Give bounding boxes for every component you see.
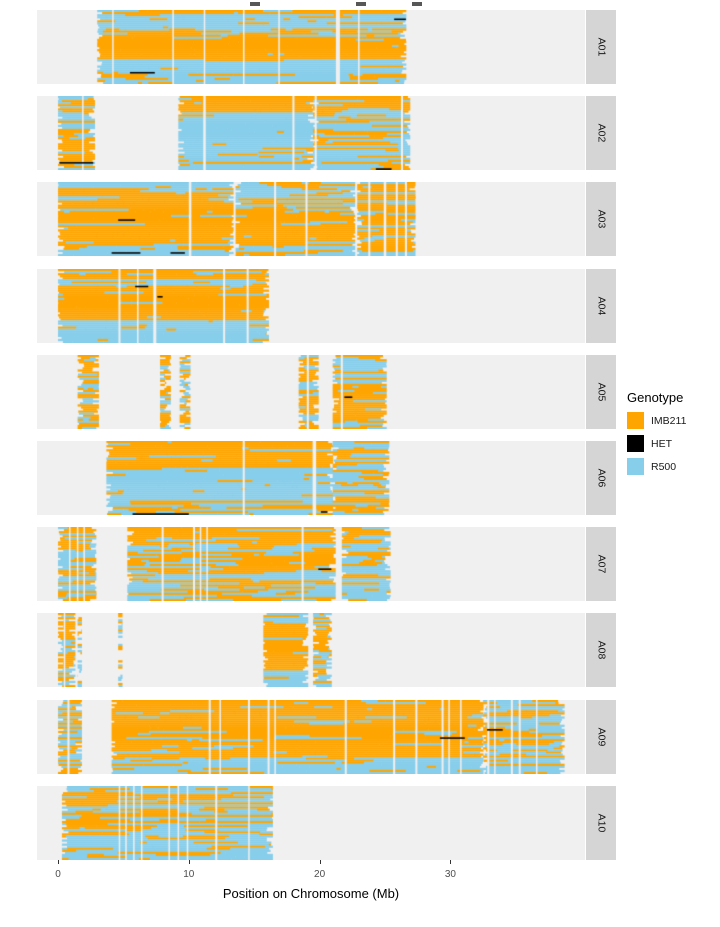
facet-row-a06: A06: [37, 441, 686, 515]
facet-row-a05: A05: [37, 354, 686, 429]
legend-item-label: HET: [651, 437, 672, 450]
facet-strip-label: A09: [595, 727, 607, 746]
facet-strip: A04: [586, 268, 616, 343]
legend-item-label: R500: [651, 460, 677, 473]
facet-row-a04: A04: [37, 268, 686, 343]
legend-item-label: IMB211: [651, 414, 687, 427]
x-axis-tick-label: 10: [183, 869, 195, 880]
facet-strip-label: A02: [595, 123, 607, 143]
genotype-mosaic: [37, 268, 585, 343]
facet-row-a08: A08: [37, 613, 686, 688]
legend: Genotype IMB211 HET R500: [627, 390, 719, 481]
facet-panel: [37, 182, 585, 257]
facet-strip-label: A10: [595, 813, 607, 833]
facet-panel: [37, 96, 585, 171]
legend-swatch-icon: [627, 458, 644, 475]
facet-strip: A09: [586, 699, 616, 774]
facet-panel: [37, 10, 585, 84]
facet-strip-label: A01: [595, 37, 607, 57]
clipped-title-fragment: [412, 2, 422, 6]
genotype-mosaic: [37, 441, 585, 515]
facet-panel: [37, 785, 585, 860]
facet-strip: A07: [586, 527, 616, 602]
genotype-mosaic: [37, 182, 585, 257]
facet-row-a09: A09: [37, 699, 686, 774]
facet-strip: A08: [586, 613, 616, 688]
legend-item: IMB211: [627, 412, 719, 429]
facet-panel: [37, 441, 585, 515]
facet-strip-label: A05: [595, 382, 607, 402]
facet-row-a07: A07: [37, 527, 686, 602]
facet-strip: A10: [586, 785, 616, 860]
legend-swatch-icon: [627, 412, 644, 429]
facet-panel: [37, 354, 585, 429]
genotype-mosaic: [37, 10, 585, 84]
x-axis-tick-mark: [58, 860, 59, 864]
clipped-title-fragment: [356, 2, 366, 6]
genotype-mosaic: [37, 785, 585, 860]
facet-strip: A06: [586, 441, 616, 515]
legend-item: HET: [627, 435, 719, 452]
genotype-mosaic: [37, 96, 585, 171]
x-axis-tick-label: 0: [55, 869, 61, 880]
facet-row-a10: A10: [37, 785, 686, 860]
facet-panel: [37, 527, 585, 602]
legend-title: Genotype: [627, 390, 684, 405]
genotype-mosaic: [37, 527, 585, 602]
clipped-title-fragment: [250, 2, 260, 6]
facet-strip: A05: [586, 354, 616, 429]
genotype-mosaic: [37, 354, 585, 429]
facet-row-a02: A02: [37, 96, 686, 171]
facet-panel: [37, 613, 585, 688]
x-axis-tick-mark: [450, 860, 452, 864]
facet-strip: A01: [586, 10, 616, 84]
facet-strip: A03: [586, 182, 616, 257]
facet-strip-label: A08: [595, 641, 607, 660]
facet-strip-label: A03: [595, 210, 607, 229]
x-axis-tick-mark: [319, 860, 321, 864]
facet-strip-label: A04: [595, 296, 607, 315]
genotype-mosaic: [37, 613, 585, 688]
legend-item: R500: [627, 458, 719, 475]
genotype-mosaic: [37, 699, 585, 774]
facet-strip-label: A07: [595, 554, 607, 574]
facet-strip-label: A06: [595, 468, 607, 488]
facet-row-a03: A03: [37, 182, 686, 257]
facet-strip: A02: [586, 96, 616, 171]
facet-panel: [37, 699, 585, 774]
x-axis-title: Position on Chromosome (Mb): [222, 886, 400, 901]
legend-swatch-icon: [627, 435, 644, 452]
facet-panel: [37, 268, 585, 343]
legend-items: IMB211 HET R500: [627, 412, 719, 475]
facet-row-a01: A01: [37, 10, 686, 84]
x-axis-tick-mark: [188, 860, 190, 864]
x-axis-tick-label: 30: [444, 869, 456, 880]
x-axis-tick-label: 20: [314, 869, 326, 880]
